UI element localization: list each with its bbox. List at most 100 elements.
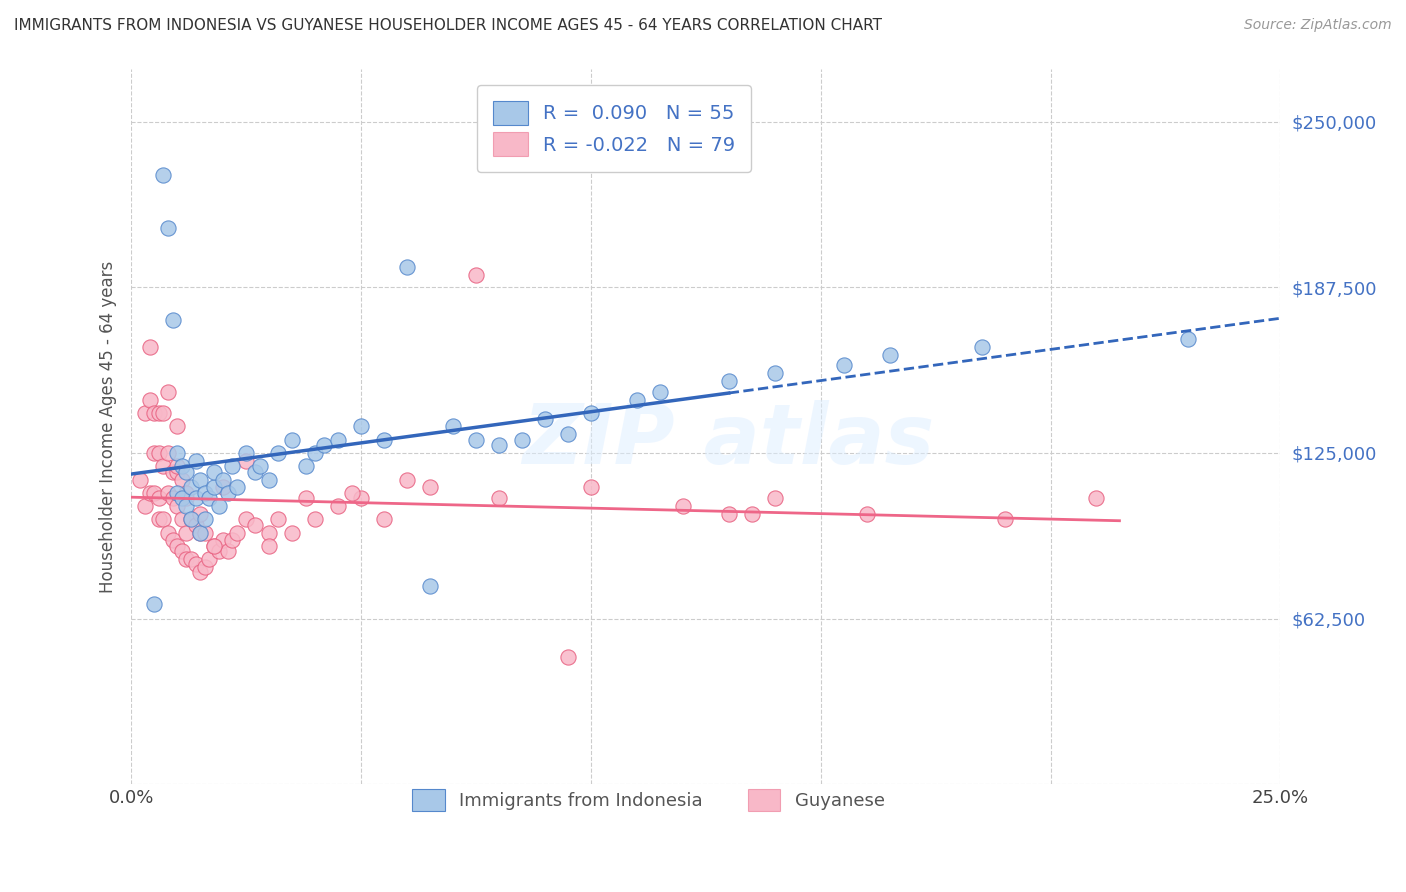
Point [373, 512, 395, 526]
Point [832, 359, 855, 373]
Point [212, 533, 235, 548]
Point [717, 507, 740, 521]
Point [162, 533, 184, 548]
Point [717, 375, 740, 389]
Point [557, 427, 579, 442]
Point [465, 268, 488, 283]
Point [138, 485, 160, 500]
Point [198, 552, 221, 566]
Point [202, 480, 225, 494]
Point [194, 560, 217, 574]
Point [326, 499, 349, 513]
Point [257, 525, 280, 540]
Point [176, 485, 198, 500]
Point [304, 512, 326, 526]
Point [194, 485, 217, 500]
Point [143, 446, 166, 460]
Point [180, 512, 202, 526]
Point [207, 544, 229, 558]
Point [326, 433, 349, 447]
Text: Source: ZipAtlas.com: Source: ZipAtlas.com [1244, 18, 1392, 32]
Point [188, 507, 211, 521]
Point [198, 491, 221, 505]
Point [350, 491, 373, 505]
Point [648, 384, 671, 399]
Point [176, 552, 198, 566]
Point [207, 499, 229, 513]
Point [350, 419, 373, 434]
Point [170, 491, 193, 505]
Point [166, 499, 188, 513]
Point [226, 480, 249, 494]
Point [419, 578, 441, 592]
Point [170, 544, 193, 558]
Point [162, 491, 184, 505]
Point [170, 512, 193, 526]
Point [180, 552, 202, 566]
Point [373, 433, 395, 447]
Point [488, 491, 510, 505]
Point [157, 220, 180, 235]
Point [465, 433, 488, 447]
Point [143, 406, 166, 420]
Point [157, 384, 180, 399]
Point [157, 446, 180, 460]
Point [162, 465, 184, 479]
Point [879, 348, 901, 362]
Point [741, 507, 763, 521]
Point [143, 485, 166, 500]
Legend: Immigrants from Indonesia, Guyanese: Immigrants from Indonesia, Guyanese [398, 774, 898, 825]
Point [257, 473, 280, 487]
Point [134, 499, 156, 513]
Point [295, 491, 318, 505]
Point [281, 433, 304, 447]
Point [152, 459, 174, 474]
Point [226, 525, 249, 540]
Point [162, 313, 184, 327]
Point [1177, 332, 1199, 346]
Point [267, 446, 290, 460]
Point [235, 512, 257, 526]
Point [170, 473, 193, 487]
Point [152, 512, 174, 526]
Point [672, 499, 695, 513]
Point [245, 465, 267, 479]
Point [395, 260, 418, 275]
Point [579, 480, 602, 494]
Point [148, 446, 170, 460]
Point [148, 406, 170, 420]
Point [212, 473, 235, 487]
Point [170, 459, 193, 474]
Point [626, 392, 648, 407]
Point [510, 433, 533, 447]
Point [304, 446, 326, 460]
Point [202, 539, 225, 553]
Point [217, 544, 239, 558]
Point [184, 558, 207, 572]
Point [143, 597, 166, 611]
Y-axis label: Householder Income Ages 45 - 64 years: Householder Income Ages 45 - 64 years [100, 260, 117, 592]
Point [295, 459, 318, 474]
Point [138, 340, 160, 354]
Point [1085, 491, 1108, 505]
Point [419, 480, 441, 494]
Point [176, 465, 198, 479]
Point [970, 340, 993, 354]
Point [579, 406, 602, 420]
Point [194, 525, 217, 540]
Point [176, 499, 198, 513]
Point [249, 459, 271, 474]
Point [221, 533, 243, 548]
Point [188, 473, 211, 487]
Point [245, 517, 267, 532]
Point [194, 512, 217, 526]
Point [166, 419, 188, 434]
Point [488, 438, 510, 452]
Point [314, 438, 336, 452]
Point [184, 491, 207, 505]
Point [166, 459, 188, 474]
Point [166, 465, 188, 479]
Point [152, 168, 174, 182]
Point [138, 392, 160, 407]
Point [157, 485, 180, 500]
